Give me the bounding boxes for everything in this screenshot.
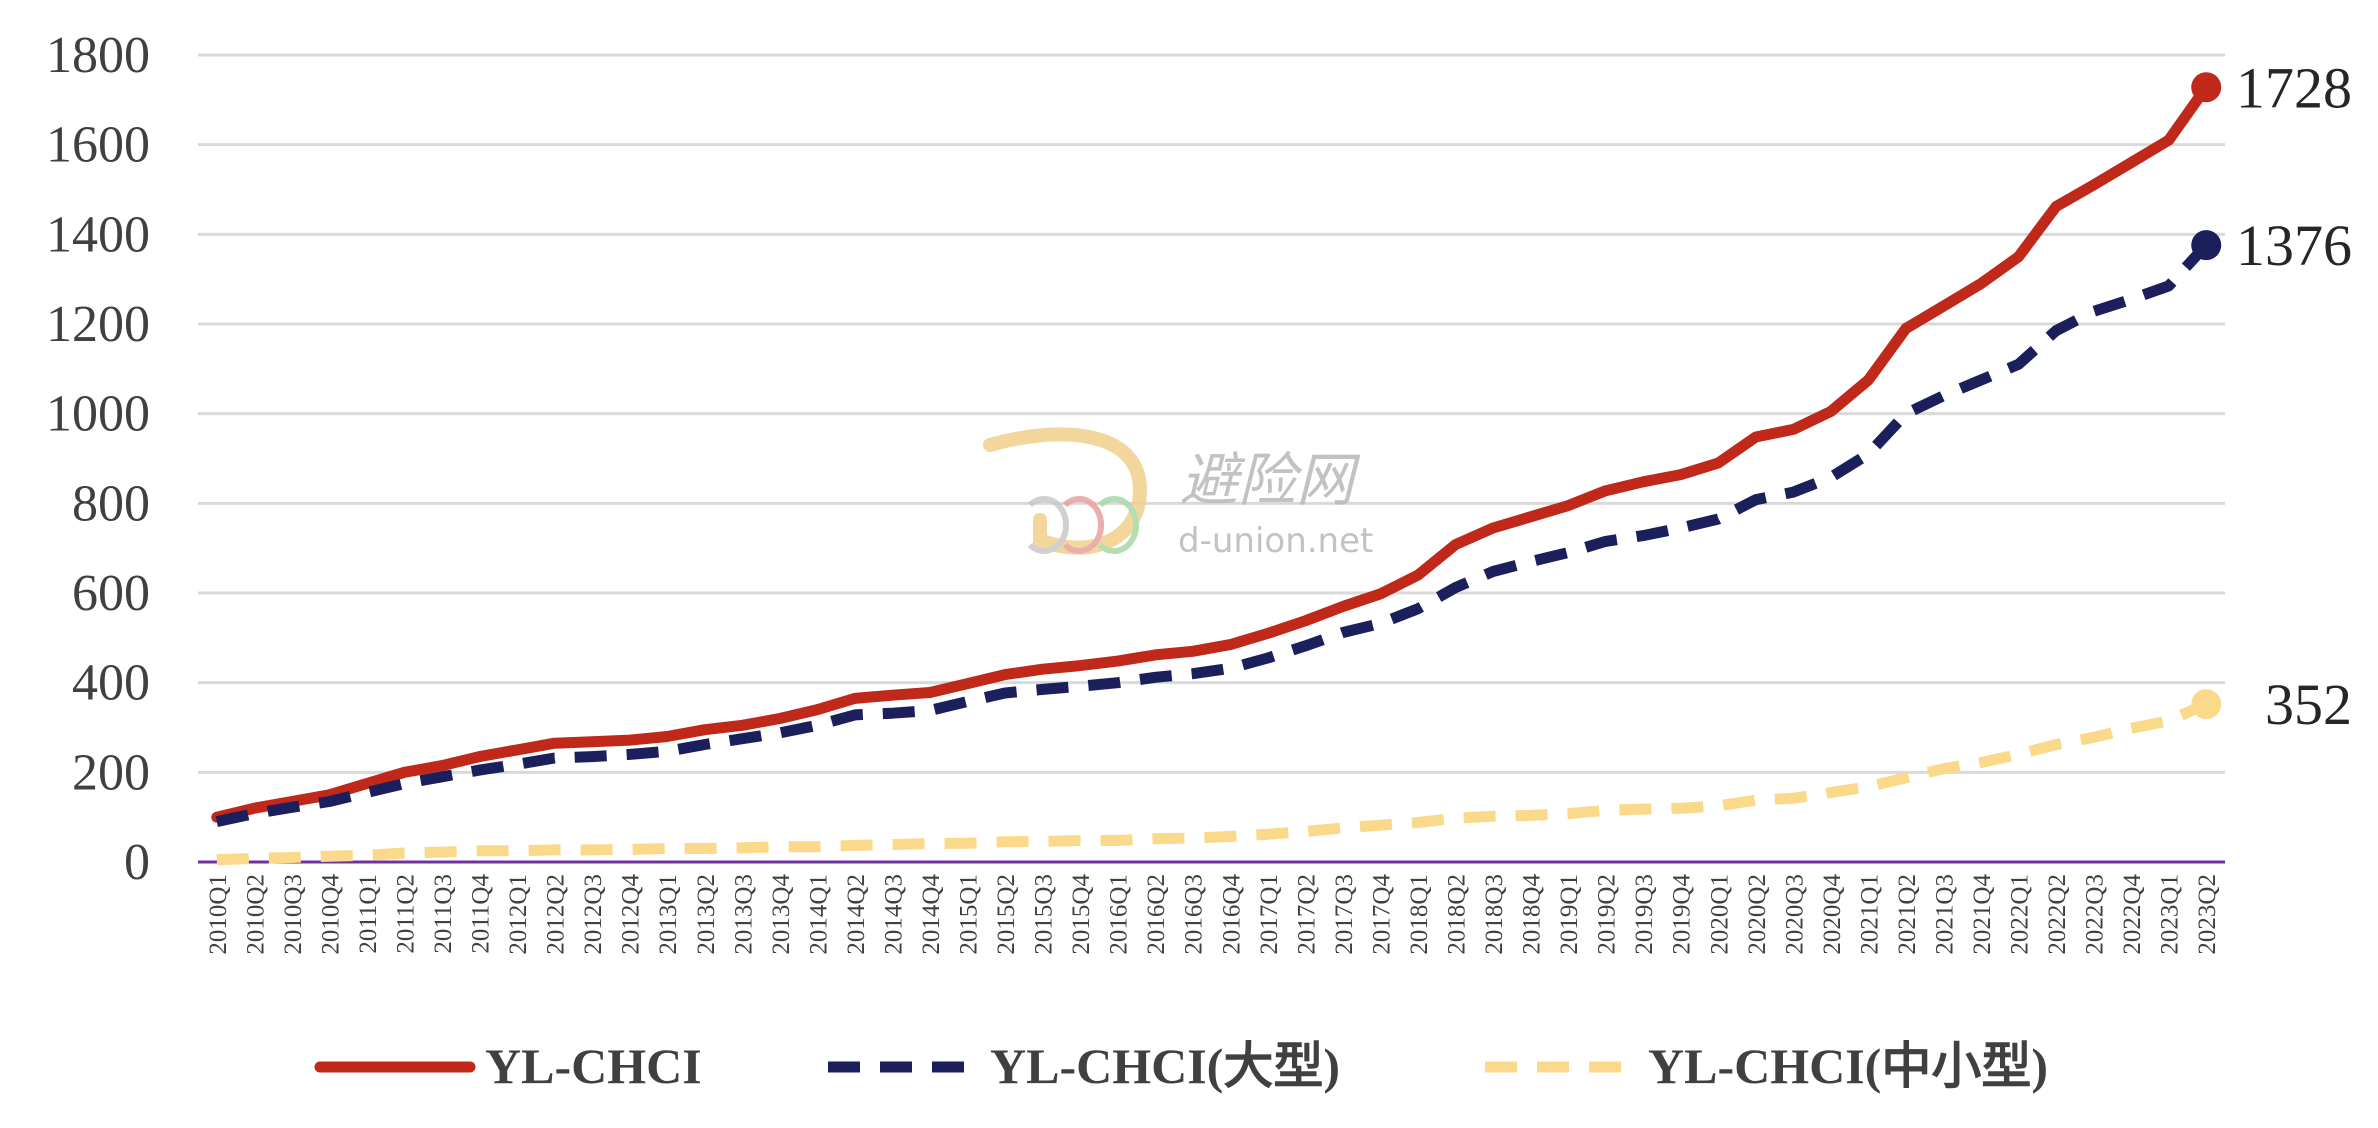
watermark-logo-icon xyxy=(983,427,1148,555)
x-tick-label: 2022Q3 xyxy=(2082,874,2109,955)
y-tick-label: 400 xyxy=(72,655,150,712)
x-tick-label: 2017Q1 xyxy=(1256,874,1283,955)
x-tick-label: 2023Q1 xyxy=(2157,874,2184,955)
x-tick-label: 2010Q4 xyxy=(317,874,344,955)
end-markers: 1728 1376 352 xyxy=(2191,55,2352,737)
x-tick-label: 2011Q3 xyxy=(430,874,457,954)
x-tick-label: 2012Q3 xyxy=(580,874,607,955)
legend-label-2: YL-CHCI(大型) xyxy=(990,1038,1340,1094)
x-tick-label: 2012Q2 xyxy=(543,874,570,955)
x-tick-label: 2023Q2 xyxy=(2194,874,2221,955)
x-tick-label: 2014Q3 xyxy=(880,874,907,955)
legend-label-1: YL-CHCI xyxy=(485,1038,702,1094)
x-tick-label: 2020Q2 xyxy=(1744,874,1771,955)
x-tick-label: 2021Q4 xyxy=(1969,874,1996,955)
x-tick-label: 2016Q1 xyxy=(1106,874,1133,955)
x-tick-label: 2019Q3 xyxy=(1631,874,1658,955)
x-tick-label: 2013Q4 xyxy=(768,874,795,955)
x-tick-label: 2016Q2 xyxy=(1143,874,1170,955)
x-axis-ticks: 2010Q1 2010Q2 2010Q3 2010Q4 2011Q1 2011Q2 2011… xyxy=(205,874,2221,955)
y-tick-label: 600 xyxy=(72,565,150,622)
x-tick-label: 2017Q4 xyxy=(1368,874,1395,955)
x-tick-label: 2011Q4 xyxy=(468,874,495,954)
x-tick-label: 2013Q1 xyxy=(655,874,682,955)
x-tick-label: 2021Q3 xyxy=(1931,874,1958,955)
watermark: 避险网 d-union.net xyxy=(983,427,1373,561)
end-marker-1 xyxy=(2191,72,2222,103)
legend-label-3: YL-CHCI(中小型) xyxy=(1648,1038,2048,1094)
x-tick-label: 2013Q2 xyxy=(693,874,720,955)
series-lines xyxy=(211,81,2212,866)
x-tick-label: 2020Q3 xyxy=(1781,874,1808,955)
x-tick-label: 2019Q1 xyxy=(1556,874,1583,955)
series-line-3 xyxy=(216,699,2209,866)
end-label-2: 1376 xyxy=(2236,213,2352,278)
x-tick-label: 2015Q3 xyxy=(1031,874,1058,955)
y-tick-label: 0 xyxy=(124,834,150,891)
x-tick-label: 2020Q4 xyxy=(1819,874,1846,955)
end-label-1: 1728 xyxy=(2236,55,2352,120)
x-tick-label: 2022Q1 xyxy=(2007,874,2034,955)
watermark-url: d-union.net xyxy=(1178,521,1373,561)
y-tick-label: 1000 xyxy=(46,386,150,443)
y-tick-label: 1200 xyxy=(46,296,150,353)
x-tick-label: 2016Q3 xyxy=(1181,874,1208,955)
y-axis-ticks: 0 200 400 600 800 1000 1200 1400 1600 1800 xyxy=(46,27,150,891)
x-tick-label: 2018Q1 xyxy=(1406,874,1433,955)
x-tick-label: 2011Q2 xyxy=(392,874,419,954)
x-tick-label: 2012Q4 xyxy=(618,874,645,955)
watermark-brand: 避险网 xyxy=(1180,446,1361,514)
x-tick-label: 2022Q4 xyxy=(2119,874,2146,955)
x-tick-label: 2014Q1 xyxy=(805,874,832,955)
x-tick-label: 2014Q4 xyxy=(918,874,945,955)
x-tick-label: 2015Q1 xyxy=(956,874,983,955)
y-tick-label: 800 xyxy=(72,475,150,532)
x-tick-label: 2014Q2 xyxy=(843,874,870,955)
x-tick-label: 2016Q4 xyxy=(1218,874,1245,955)
x-tick-label: 2015Q4 xyxy=(1068,874,1095,955)
x-tick-label: 2017Q3 xyxy=(1331,874,1358,955)
x-tick-label: 2018Q4 xyxy=(1519,874,1546,955)
y-tick-label: 1400 xyxy=(46,206,150,263)
x-tick-label: 2010Q2 xyxy=(242,874,269,955)
x-tick-label: 2012Q1 xyxy=(505,874,532,955)
series-line-1 xyxy=(211,81,2212,823)
y-tick-label: 200 xyxy=(72,744,150,801)
x-tick-label: 2020Q1 xyxy=(1706,874,1733,955)
x-tick-label: 2010Q1 xyxy=(205,874,232,955)
x-tick-label: 2021Q1 xyxy=(1856,874,1883,955)
legend: YL-CHCI YL-CHCI(大型) YL-CHCI(中小型) xyxy=(314,1038,2048,1094)
y-tick-label: 1800 xyxy=(46,27,150,84)
x-tick-label: 2010Q3 xyxy=(280,874,307,955)
gridlines xyxy=(198,53,2225,774)
x-tick-label: 2022Q2 xyxy=(2044,874,2071,955)
x-tick-label: 2018Q2 xyxy=(1443,874,1470,955)
y-tick-label: 1600 xyxy=(46,117,150,174)
x-tick-label: 2019Q2 xyxy=(1594,874,1621,955)
end-marker-2 xyxy=(2191,230,2222,261)
end-marker-3 xyxy=(2191,689,2222,720)
x-tick-label: 2019Q4 xyxy=(1669,874,1696,955)
x-tick-label: 2021Q2 xyxy=(1894,874,1921,955)
x-tick-label: 2015Q2 xyxy=(993,874,1020,955)
x-tick-label: 2013Q3 xyxy=(730,874,757,955)
x-tick-label: 2017Q2 xyxy=(1293,874,1320,955)
end-label-3: 352 xyxy=(2265,672,2352,737)
x-tick-label: 2018Q3 xyxy=(1481,874,1508,955)
series-line-2 xyxy=(215,241,2211,827)
x-tick-label: 2011Q1 xyxy=(355,874,382,954)
